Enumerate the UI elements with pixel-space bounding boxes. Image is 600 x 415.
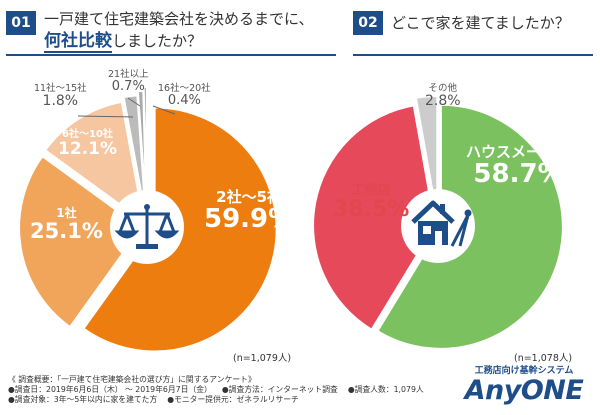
slice-value-other: 2.8% (425, 92, 461, 109)
slice-value-21plus: 0.7% (111, 78, 145, 94)
survey-date: ●調査日：2019年6月6日（木） ～ 2019年6月7日（金） (8, 385, 212, 394)
slice-label-house-maker: ハウスメーカー 58.7% (466, 143, 572, 189)
pie1-slice-1 (18, 154, 143, 329)
slice-category-other: その他 (428, 83, 458, 94)
question-1-text: 一戸建て住宅建築会社を決めるまでに、 何社比較しましたか？ (44, 8, 314, 53)
brand-block: 工務店向け基幹システム AnyONE (452, 363, 596, 406)
survey-method: ●調査方法：インターネット調査 (221, 385, 338, 394)
slice-value-builder: 38.5% (333, 196, 410, 222)
slice-value-2-5: 59.9% (204, 203, 295, 234)
sample-size-q1: (n=1,079人) (233, 353, 292, 364)
slice-label-other: その他 2.8% (425, 84, 461, 109)
leader-16-20 (152, 105, 176, 115)
question-1-line1: 一戸建て住宅建築会社を決めるまでに、 (44, 10, 314, 28)
slice-category-16-20: 16社～20社 (158, 83, 211, 94)
brand-tagline: 工務店向け基幹システム (474, 366, 574, 376)
slice-category-11-15: 11社～15社 (34, 83, 87, 94)
pie1-slice-5 (142, 86, 148, 210)
pie2-slice-2 (414, 95, 439, 219)
pie1-slice-2 (43, 100, 146, 225)
survey-provider: ●モニター提供元：ゼネラルリサーチ (167, 395, 299, 404)
slice-label-6-10: 6社～10社 12.1% (58, 129, 117, 159)
slice-category-1: 1社 (56, 206, 77, 220)
slice-label-11-15: 11社～15社 1.8% (34, 84, 87, 109)
slice-label-16-20: 16社～20社 0.4% (158, 84, 211, 108)
survey-overview: 《 調査概要：「一戸建て住宅建築会社の選び方」に関するアンケート》 (8, 375, 256, 384)
pie2-slice-1 (312, 104, 437, 332)
leader-21plus (127, 97, 141, 107)
question-1-underline (6, 54, 336, 56)
question-2-underline (353, 54, 593, 56)
brand-logo: AnyONE (464, 375, 584, 406)
slice-label-21plus: 21社以上 0.7% (108, 70, 149, 94)
slice-value-house-maker: 58.7% (473, 158, 564, 189)
slice-category-21plus: 21社以上 (108, 69, 149, 80)
survey-target: ●調査対象：3年～5年以内に家を建てた方 (8, 395, 158, 404)
question-2-number: 02 (353, 11, 383, 35)
leader-11-15 (77, 115, 134, 118)
sample-size-q2: (n=1,078人) (514, 353, 573, 364)
question-1-number: 01 (6, 11, 36, 35)
scales-icon (114, 204, 180, 249)
question-2-text: どこで家を建てましたか？ (391, 14, 570, 32)
slice-value-6-10: 12.1% (58, 138, 117, 159)
slice-label-2-5: 2社～5社 59.9% (204, 188, 295, 234)
survey-notes: 《 調査概要：「一戸建て住宅建築会社の選び方」に関するアンケート》 ●調査日：2… (8, 375, 434, 405)
slice-value-11-15: 1.8% (42, 92, 79, 109)
question-1-emphasis: 何社比較 (44, 31, 112, 53)
slice-category-house-maker: ハウスメーカー (466, 143, 572, 161)
slice-label-1: 1社 25.1% (30, 207, 103, 242)
question-1-tail: しましたか？ (112, 32, 203, 50)
slice-category-6-10: 6社～10社 (62, 129, 113, 140)
survey-people: ●調査人数：1,079人 (347, 385, 424, 394)
slice-category-builder: 工務店 (351, 183, 391, 198)
slice-value-1: 25.1% (30, 218, 103, 243)
slice-value-16-20: 0.4% (167, 92, 201, 108)
house-pencil-icon (411, 200, 472, 247)
slice-label-builder: 工務店 38.5% (333, 184, 409, 221)
slice-category-2-5: 2社～5社 (216, 188, 283, 206)
